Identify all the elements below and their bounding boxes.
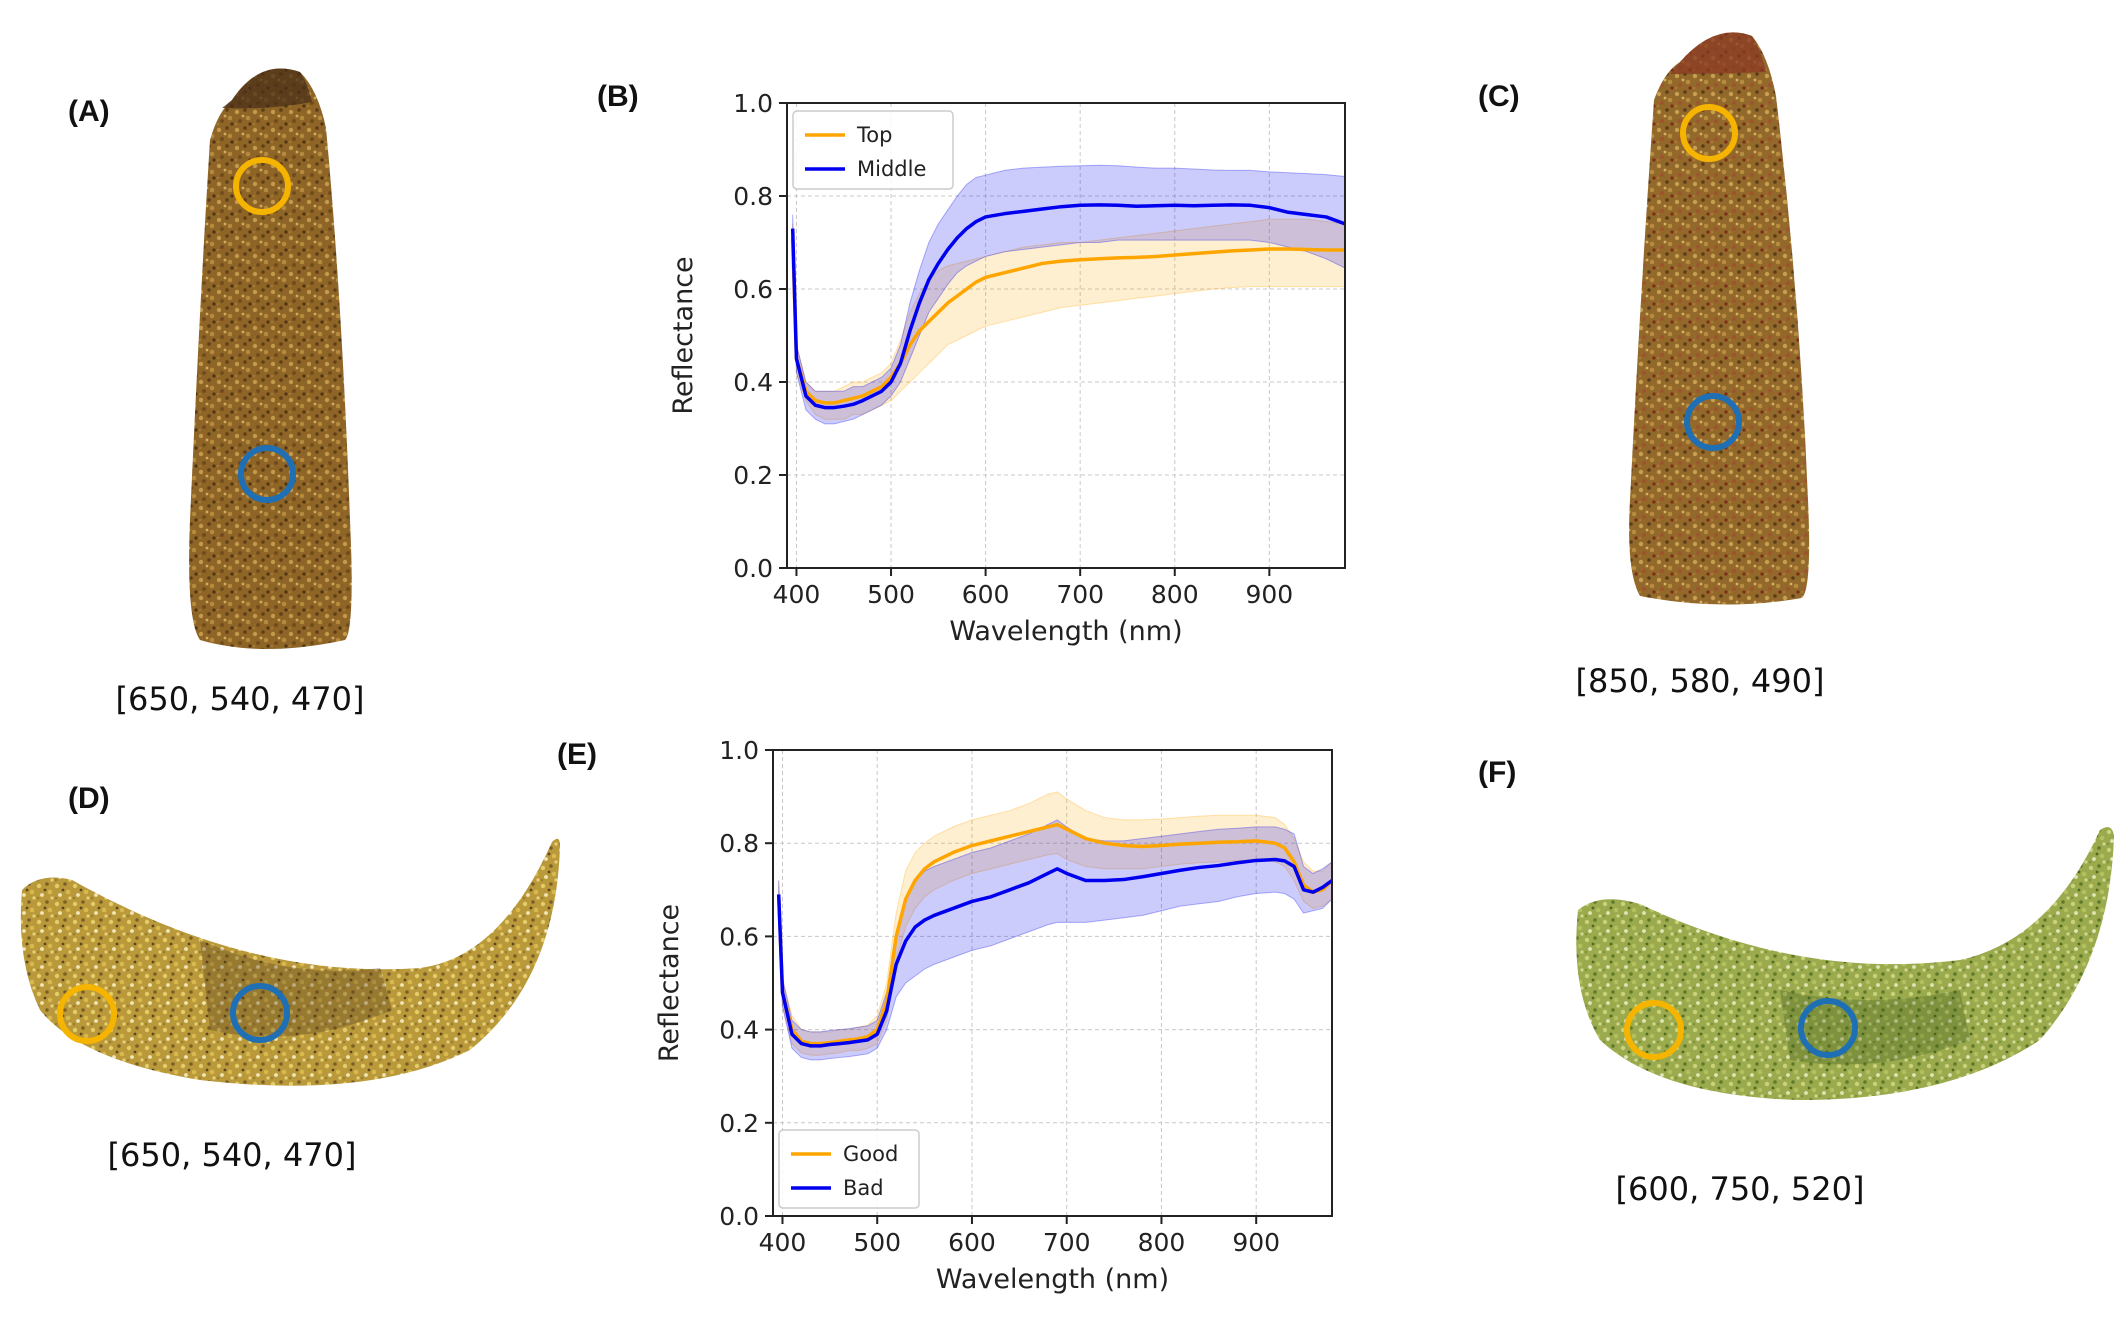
bad-region-marker bbox=[230, 983, 290, 1043]
legend: Top Middle bbox=[792, 110, 954, 190]
middle-region-marker bbox=[238, 445, 296, 503]
x-axis-label: Wavelength (nm) bbox=[949, 616, 1182, 647]
panel-c: (C) [850, 580, 490] bbox=[1478, 32, 1824, 700]
series-top-band bbox=[792, 218, 1345, 420]
reflectance-chart-good-bad: 400 500 600 700 800 900 0.0 0.2 0.4 0.6 0.8 1.0 Wave… bbox=[654, 736, 1333, 1295]
banana-point-cloud-d bbox=[20, 838, 561, 1086]
panel-b: (B) 400 500 600 700 800 900 0.0 0.2 0.4 0.6 0.8 1.0… bbox=[597, 80, 1346, 647]
banana-point-cloud-a bbox=[189, 68, 352, 649]
series-good-band bbox=[778, 791, 1332, 1056]
y-tick-label: 0.2 bbox=[733, 461, 773, 490]
legend-label-good: Good bbox=[843, 1142, 898, 1166]
x-tick-label: 600 bbox=[948, 1228, 996, 1257]
panel-b-label: (B) bbox=[597, 80, 639, 113]
y-tick-label: 0.8 bbox=[733, 182, 773, 211]
top-region-marker bbox=[233, 157, 291, 215]
banana-point-cloud-c bbox=[1629, 32, 1810, 605]
y-tick-label: 0.0 bbox=[719, 1202, 759, 1231]
x-tick-label: 700 bbox=[1056, 580, 1104, 609]
plot-area bbox=[790, 164, 1345, 425]
y-tick-label: 0.4 bbox=[733, 368, 773, 397]
series-middle-line bbox=[790, 203, 1345, 410]
x-tick-label: 700 bbox=[1043, 1228, 1091, 1257]
panel-d-caption: [650, 540, 470] bbox=[108, 1136, 357, 1174]
panel-a-label: (A) bbox=[68, 95, 110, 128]
panel-f: (F) [600, 750, 520] bbox=[1478, 756, 2114, 1208]
x-tick-label: 800 bbox=[1138, 1228, 1186, 1257]
y-axis-label: Reflectance bbox=[654, 904, 685, 1062]
x-tick-label: 600 bbox=[962, 580, 1010, 609]
legend-label-top: Top bbox=[856, 123, 892, 147]
panel-e: (E) 400 500 600 700 800 900 0.0 0.2 0.4 0.6 0.8 1.0… bbox=[557, 736, 1333, 1295]
y-tick-label: 1.0 bbox=[733, 89, 773, 118]
panel-f-label: (F) bbox=[1478, 756, 1516, 789]
plot-frame bbox=[786, 102, 1346, 569]
y-tick-label: 1.0 bbox=[719, 736, 759, 765]
legend-label-bad: Bad bbox=[843, 1176, 884, 1200]
bad-region-marker bbox=[1798, 998, 1858, 1058]
y-tick-label: 0.8 bbox=[719, 829, 759, 858]
x-tick-label: 900 bbox=[1232, 1228, 1280, 1257]
y-tick-label: 0.0 bbox=[733, 554, 773, 583]
panel-c-label: (C) bbox=[1478, 80, 1520, 113]
panel-d-label: (D) bbox=[68, 782, 110, 815]
plot-area bbox=[776, 791, 1332, 1061]
x-tick-label: 500 bbox=[853, 1228, 901, 1257]
x-tick-label: 400 bbox=[759, 1228, 807, 1257]
y-tick-label: 0.6 bbox=[733, 275, 773, 304]
good-region-marker bbox=[1624, 1000, 1684, 1060]
series-good-line bbox=[776, 822, 1332, 1046]
panel-f-caption: [600, 750, 520] bbox=[1616, 1170, 1865, 1208]
panel-d: (D) [650, 540, 470] bbox=[20, 782, 561, 1174]
series-bad-line bbox=[776, 857, 1332, 1048]
plot-frame bbox=[772, 749, 1333, 1217]
series-bad-band bbox=[778, 819, 1332, 1061]
series-middle-band bbox=[792, 164, 1345, 425]
good-region-marker bbox=[57, 984, 117, 1044]
series-top-line bbox=[790, 237, 1345, 405]
panel-a-caption: [650, 540, 470] bbox=[116, 680, 365, 718]
x-tick-label: 500 bbox=[867, 580, 915, 609]
reflectance-chart-top-middle: 400 500 600 700 800 900 0.0 0.2 0.4 0.6 0.8 1.0 Wave… bbox=[668, 89, 1346, 647]
y-tick-label: 0.6 bbox=[719, 922, 759, 951]
x-tick-label: 800 bbox=[1151, 580, 1199, 609]
y-tick-label: 0.4 bbox=[719, 1016, 759, 1045]
legend-label-middle: Middle bbox=[857, 157, 926, 181]
top-region-marker bbox=[1680, 104, 1738, 162]
panel-c-caption: [850, 580, 490] bbox=[1576, 662, 1825, 700]
x-tick-label: 400 bbox=[773, 580, 821, 609]
panel-a: (A) [650, 540, 470] bbox=[68, 68, 365, 718]
x-axis-label: Wavelength (nm) bbox=[936, 1264, 1169, 1295]
panel-e-label: (E) bbox=[557, 738, 597, 771]
middle-region-marker bbox=[1684, 393, 1742, 451]
x-tick-label: 900 bbox=[1245, 580, 1293, 609]
banana-point-cloud-f bbox=[1576, 827, 2114, 1100]
legend: Good Bad bbox=[778, 1129, 920, 1209]
y-axis-label: Reflectance bbox=[668, 256, 699, 414]
y-tick-label: 0.2 bbox=[719, 1109, 759, 1138]
